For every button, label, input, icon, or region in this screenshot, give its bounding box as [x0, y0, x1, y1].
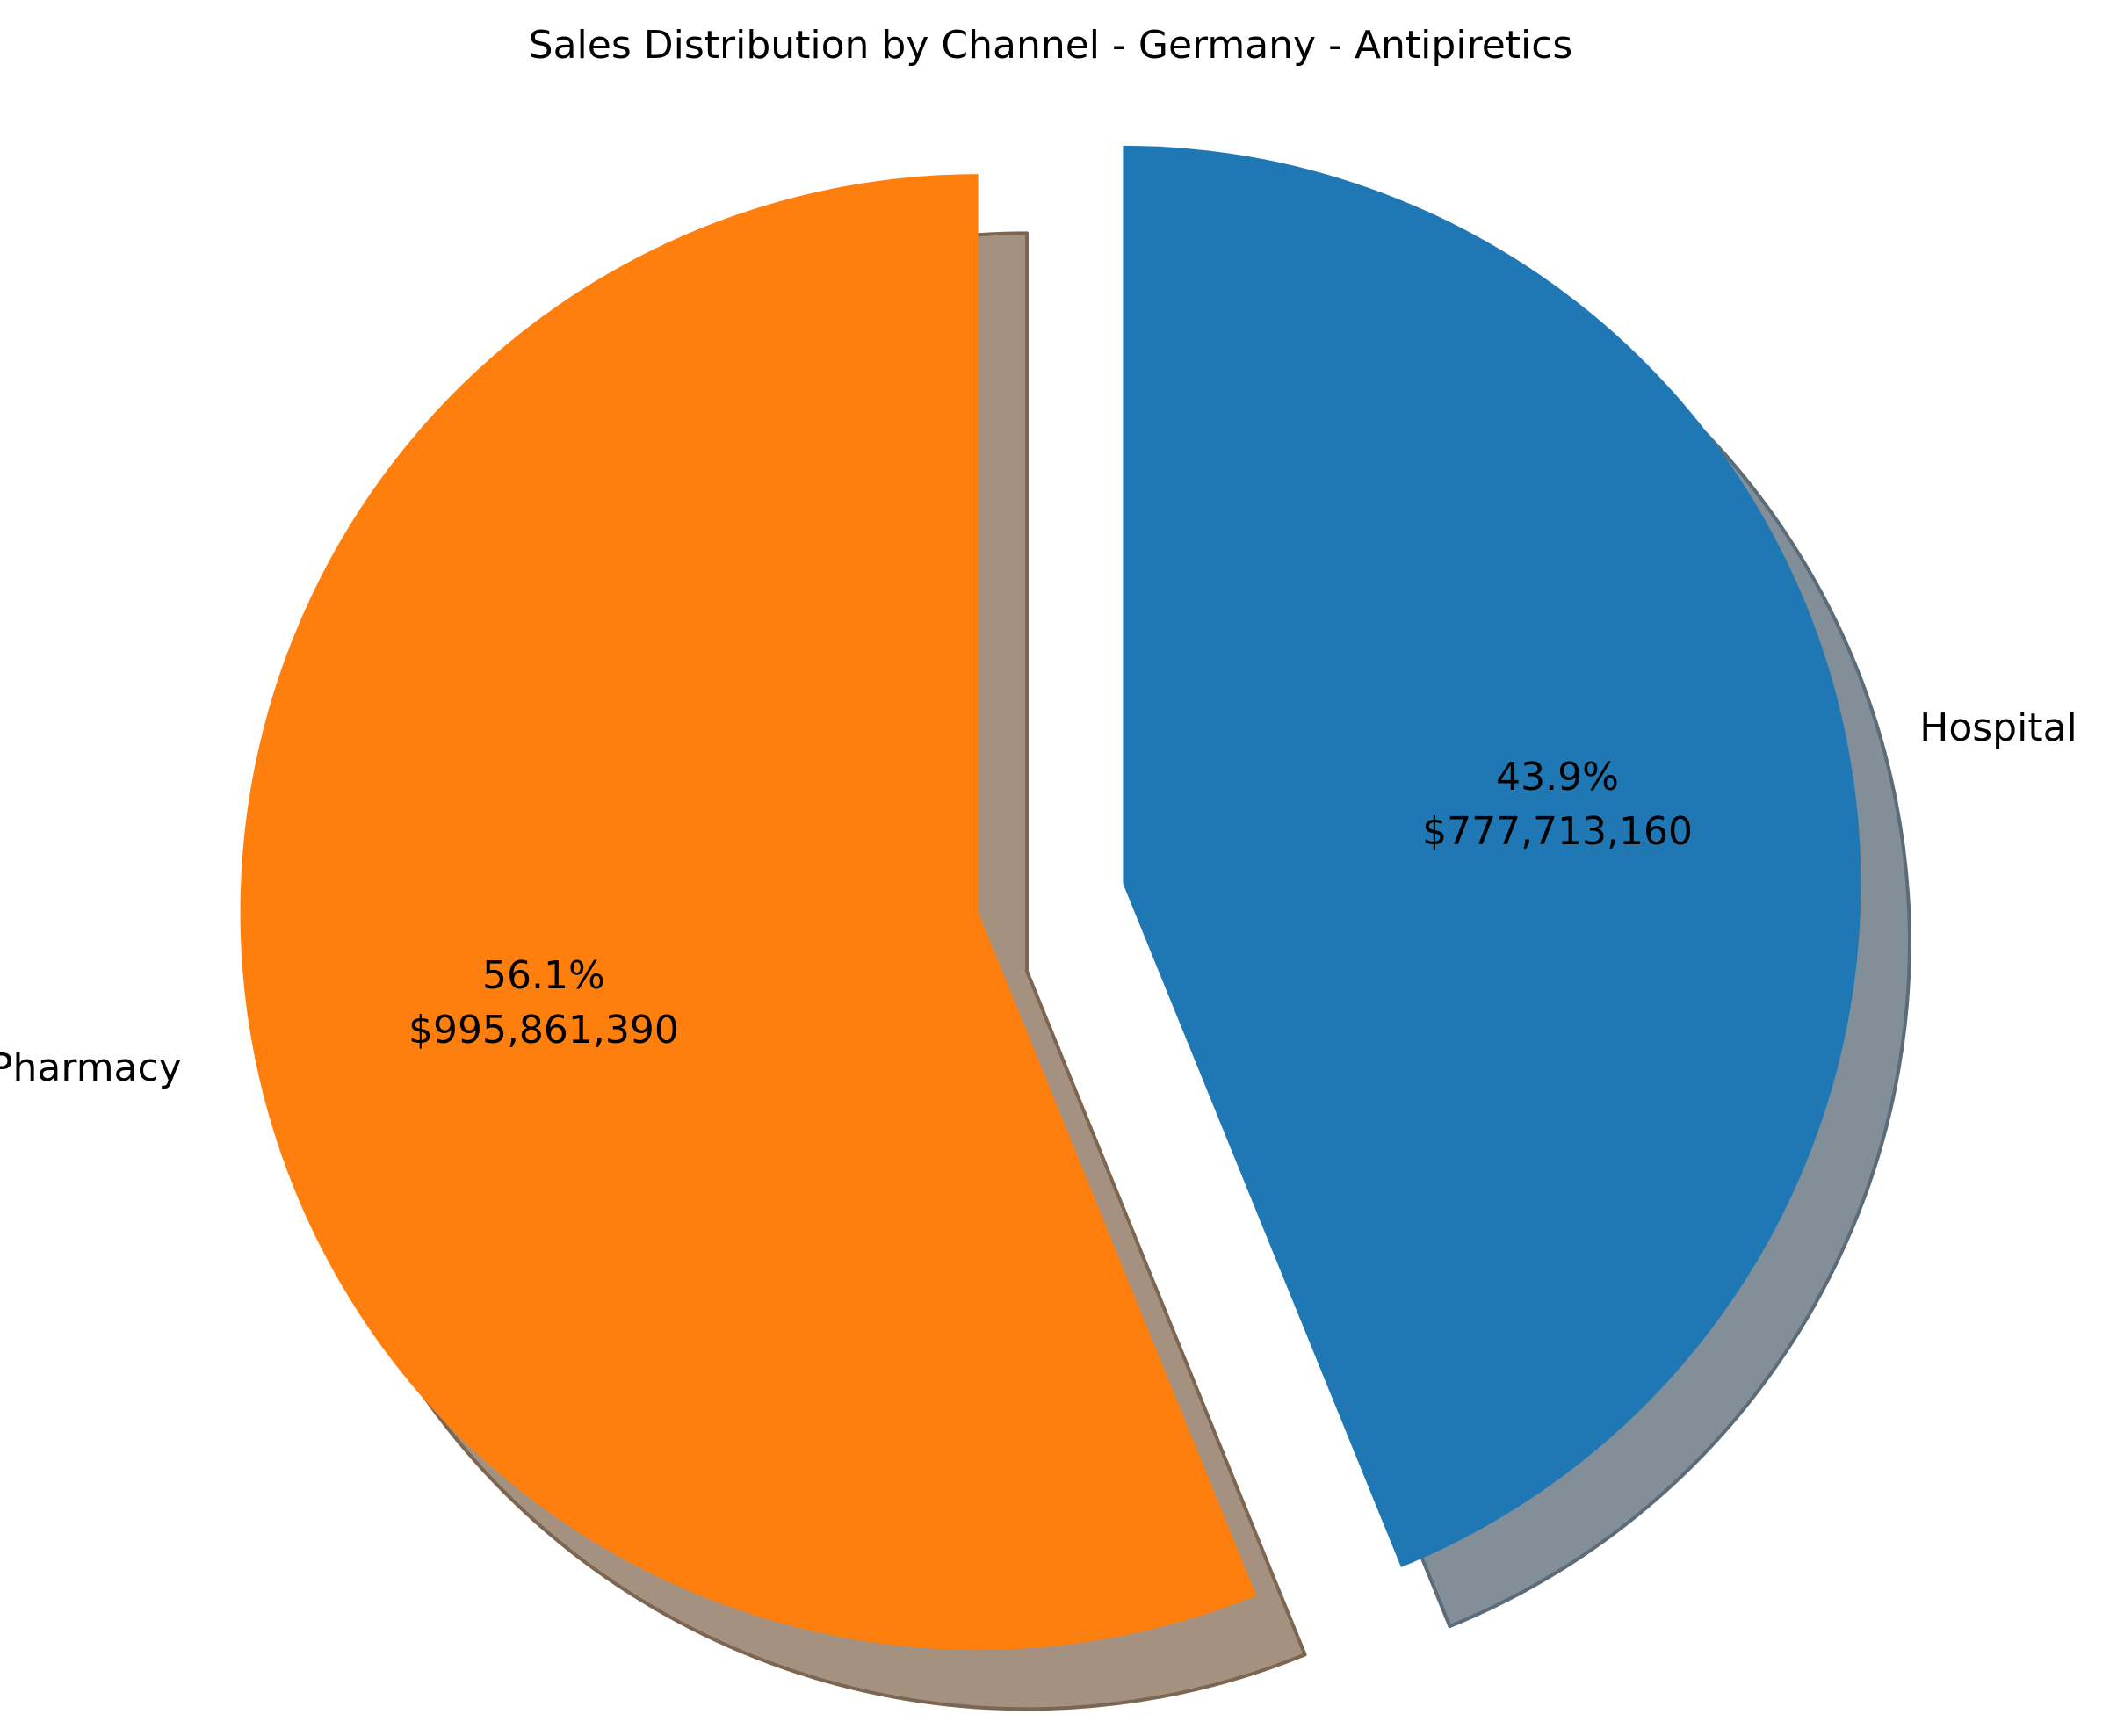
slice-hospital: [1123, 145, 1861, 1567]
value-label-hospital: $777,713,160: [1422, 809, 1693, 854]
category-label-pharmacy: Pharmacy: [0, 1045, 182, 1090]
label-layer: Hospital 43.9% $777,713,160 Pharmacy 56.1% $9…: [0, 705, 2077, 1090]
percent-label-hospital: 43.9%: [1496, 755, 1619, 799]
value-label-pharmacy: $995,861,390: [408, 1008, 679, 1052]
percent-label-pharmacy: 56.1%: [482, 953, 605, 998]
autopct-label-pharmacy: 56.1% $995,861,390: [408, 953, 679, 1052]
chart-title: Sales Distribution by Channel - Germany …: [529, 23, 1573, 68]
slice-layer: [240, 145, 1861, 1651]
slice-pharmacy: [240, 174, 1257, 1651]
autopct-label-hospital: 43.9% $777,713,160: [1422, 755, 1693, 854]
category-label-hospital: Hospital: [1919, 705, 2077, 750]
